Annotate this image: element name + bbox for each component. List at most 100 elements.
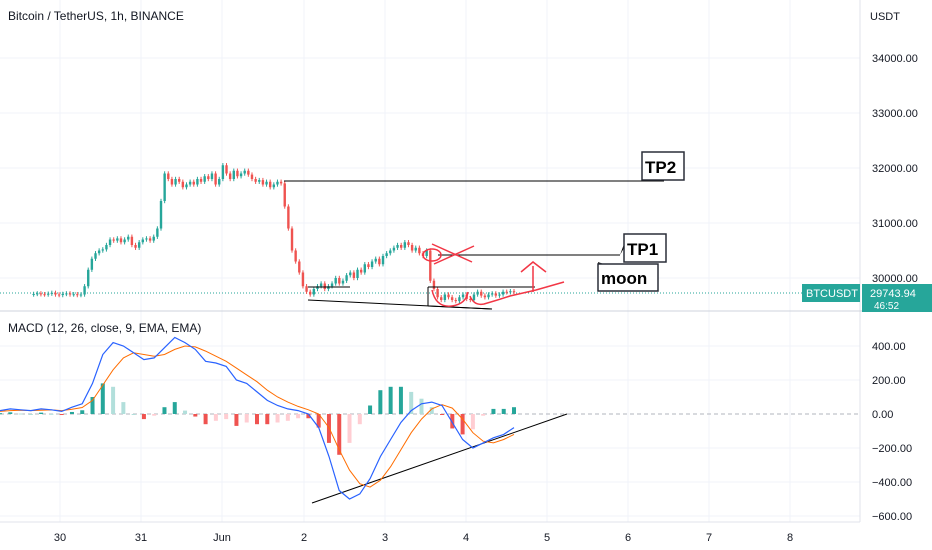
countdown-tag: 46:52 [874,301,899,312]
candle-body [454,300,457,302]
macd-divergence-line [311,413,568,504]
macd-bar [450,414,455,429]
candle-body [159,201,163,229]
candle-body [305,286,308,292]
macd-bar [39,412,44,414]
macd-bar [409,391,414,414]
time-tick-label: 8 [787,532,793,544]
candle-body [239,173,243,177]
time-tick-label: 5 [544,532,550,544]
candle-body [509,291,512,293]
last-price-tag[interactable]: BTCUSDT 29743.94 46:52 [802,284,932,312]
candle-body [254,179,257,182]
candle-body [312,289,316,295]
macd-bar [90,397,95,414]
macd-axis[interactable]: 400.00 200.00 0.00 −200.00 −400.00 −600.00 [872,341,912,523]
candle-body [309,291,312,295]
candle-body [185,184,188,188]
candle-body [101,249,104,251]
macd-bar [162,407,167,414]
grid [0,0,860,522]
macd-bar [59,414,64,415]
candle-body [152,236,155,241]
candle-body [501,291,505,295]
range-bottom-line [427,305,493,310]
candle-body [54,292,57,295]
candle-body [83,286,86,295]
candle-body [199,179,203,182]
time-tick-label: Jun [213,532,231,544]
macd-line [0,336,515,500]
candle-body [65,293,68,295]
candle-body [483,295,487,298]
macd-bar [193,414,198,417]
candle-body [370,261,374,267]
candle-body [61,293,64,296]
candle-body [250,174,254,179]
macd-bar [111,386,116,414]
candle-body [429,250,432,281]
moon-callout[interactable]: moon [597,262,659,292]
candle-body [356,269,359,278]
candle-body [79,294,83,296]
candle-body [127,236,130,240]
trend-drawings [284,180,664,504]
candle-body [505,291,508,293]
candle-body [494,293,498,296]
price-tick-label: 34000.00 [872,53,918,65]
macd-bar [357,414,362,425]
macd-bar [80,410,85,414]
red-sketch [422,243,565,307]
price-tick-label: 32000.00 [872,163,918,175]
candle-body [50,292,54,294]
tp2-label: TP2 [645,158,676,177]
macd-bar [121,402,126,414]
macd-bar [183,410,188,414]
candle-body [381,256,385,265]
macd-bar [203,414,208,425]
red-cross-line-a [431,243,473,263]
candle-body [279,181,283,184]
candle-body [316,286,319,289]
candle-body [178,179,181,182]
macd-bar [172,402,177,414]
candle-body [228,173,232,179]
price-axis[interactable]: 34000.00 33000.00 32000.00 31000.00 30000.00 [872,53,918,285]
candle-body [385,253,388,256]
macd-bar [481,414,486,416]
candle-body [294,250,297,262]
macd-bar [265,414,270,425]
tp1-callout[interactable]: TP1 [620,233,667,263]
candle-body [105,245,108,250]
candle-body [170,179,174,185]
candle-body [210,173,214,179]
candle-body [319,283,323,287]
macd-bar [8,412,13,414]
candle-body [450,297,454,300]
candle-body [43,294,46,296]
macd-bar [152,414,157,416]
candle-body [243,170,246,174]
red-cross-line-b [433,245,475,265]
macd-bar [28,414,33,415]
macd-bar [18,413,23,415]
candle-body [327,286,330,289]
candle-body [341,280,345,284]
macd-bar [347,414,352,443]
red-circle [422,248,442,262]
macd-histogram [0,383,516,455]
candle-body [174,179,177,185]
candle-body [268,181,272,188]
macd-bar [460,414,465,435]
macd-bar [419,398,424,414]
candle-body [418,247,421,254]
time-axis[interactable]: 30 31 Jun 2 3 4 5 6 7 8 [54,532,793,544]
macd-bar [285,414,290,421]
macd-bar [501,408,506,414]
candle-body [359,269,363,273]
candle-body [163,173,166,201]
candle-body [192,181,195,185]
tp2-callout[interactable]: TP2 [641,151,685,181]
macd-bar [470,414,475,430]
